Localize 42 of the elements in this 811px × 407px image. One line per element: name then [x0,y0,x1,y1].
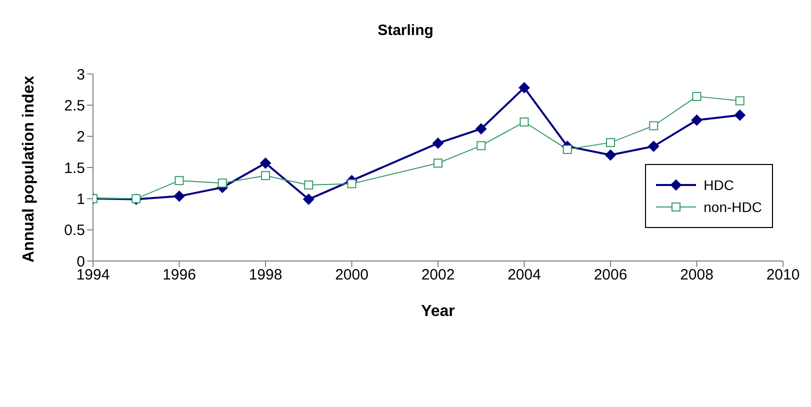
point [476,123,487,134]
legend-label: HDC [704,177,734,193]
point [562,144,572,154]
point [432,138,444,149]
y-tick-label: 2 [76,128,85,146]
point [174,190,185,202]
x-tick-label: 2004 [508,266,541,284]
point [476,141,486,150]
y-tick-label: 0.5 [64,222,85,240]
chart-title: Starling [376,21,434,41]
point [648,140,660,152]
point [303,194,314,205]
point [261,171,270,180]
point [304,180,314,190]
y-axis-title: Annual population index [20,76,38,262]
x-tick-label: 2010 [766,266,800,284]
y-tick-label: 2.5 [64,97,85,114]
legend-label: non-HDC [704,199,762,215]
point [520,117,529,126]
point [692,92,702,101]
x-tick-label: 1998 [248,266,282,284]
x-tick-label: 2008 [680,266,714,284]
point [347,179,356,188]
x-axis-title: Year [421,303,455,320]
y-tick-label: 3 [76,66,85,84]
y-tick-label: 1.5 [64,160,85,177]
point [174,176,184,186]
point [260,158,271,169]
point [649,121,658,130]
point [605,150,616,161]
x-tick-label: 1996 [162,266,196,284]
point [218,178,227,188]
x-tick-label: 2000 [335,266,368,284]
x-tick-label: 2002 [421,266,455,284]
point [735,96,744,106]
point [434,158,442,168]
point [691,114,702,126]
point [518,82,530,94]
y-tick-label: 1 [76,190,85,208]
point [606,138,615,148]
x-tick-label: 2006 [594,266,628,284]
point [734,110,746,121]
